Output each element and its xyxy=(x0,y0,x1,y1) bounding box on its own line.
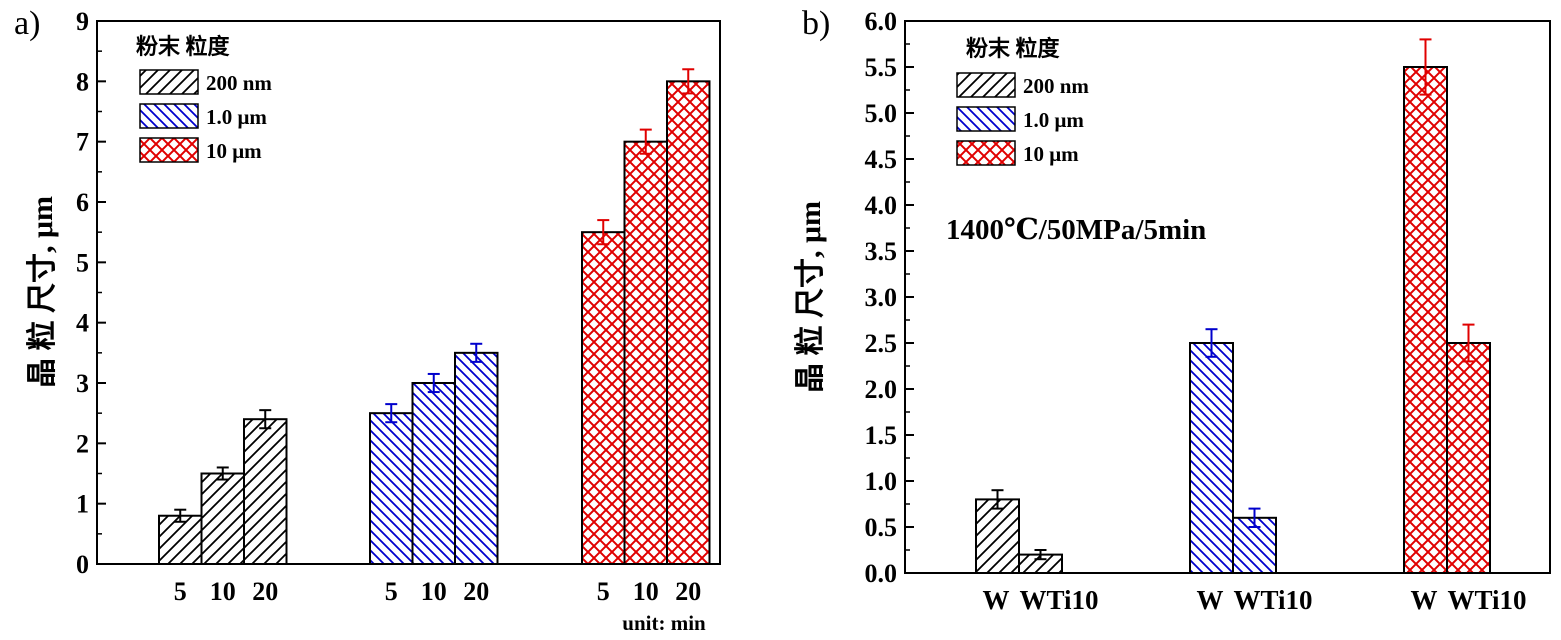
panel-a: a) 晶 粒 尺寸, μm 0 1 2 3 4 5 6 7 8 9 5 10 20 5 10 20 5 10 20… xyxy=(14,5,721,635)
condition-annotation: 1400℃/50MPa/5min xyxy=(946,214,1206,246)
y-tick-label: 4.5 xyxy=(865,145,898,174)
bar-b-10-m-wti10 xyxy=(1446,342,1491,574)
y-tick-label: 0.5 xyxy=(865,513,898,542)
bar-a-1-0-m-10 xyxy=(411,382,456,565)
error-bar-a-10-m-5 xyxy=(597,219,610,246)
error-bar-b-200-nm-w xyxy=(991,489,1004,510)
bars-a xyxy=(158,68,711,566)
x-tick-label: 20 xyxy=(252,577,278,606)
y-tick-label: 3.5 xyxy=(865,237,898,266)
bar-b-200-nm-w xyxy=(975,498,1020,574)
y-tick-label: 6 xyxy=(76,188,89,217)
x-unit-note: unit: min xyxy=(622,611,706,635)
y-tick-label: 4 xyxy=(76,309,89,338)
y-tick-label: 2.5 xyxy=(865,329,898,358)
legend-title-a: 粉末 粒度 xyxy=(136,34,231,59)
bar-a-200-nm-20 xyxy=(243,418,288,566)
y-axis-label-a: 晶 粒 尺寸, μm xyxy=(25,196,59,388)
y-tick-label: 4.0 xyxy=(865,191,898,220)
legend-swatch-b-10um xyxy=(956,140,1016,166)
y-tick-label: 5 xyxy=(76,248,89,277)
error-bar-a-10-m-10 xyxy=(639,128,652,155)
error-bar-b-200-nm-wti10 xyxy=(1034,549,1047,561)
error-bar-a-200-nm-20 xyxy=(259,409,272,430)
y-tick-label: 2.0 xyxy=(865,375,898,404)
bar-a-200-nm-10 xyxy=(200,472,245,565)
y-tick-label: 1.0 xyxy=(865,467,898,496)
y-tick-label: 2 xyxy=(76,429,89,458)
bar-a-10-m-5 xyxy=(581,231,626,566)
bar-a-200-nm-5 xyxy=(158,514,203,566)
error-bar-a-1-0-m-5 xyxy=(385,403,398,424)
x-category-label: W xyxy=(983,585,1010,615)
x-tick-label: 10 xyxy=(633,577,659,606)
legend-entry-b-10um: 10 μm xyxy=(1023,142,1079,166)
y-tick-label: 5.5 xyxy=(865,53,898,82)
y-tick-label: 1 xyxy=(76,490,89,519)
y-tick-label: 0.0 xyxy=(865,559,898,588)
error-bar-a-200-nm-10 xyxy=(216,466,229,481)
y-ticks-a: 0 1 2 3 4 5 6 7 8 9 xyxy=(76,7,106,579)
x-tick-label: 10 xyxy=(421,577,447,606)
error-bar-b-1-0-m-w xyxy=(1205,328,1218,358)
legend-swatch-b-1um xyxy=(956,106,1016,132)
y-tick-label: 1.5 xyxy=(865,421,898,450)
y-tick-label: 3 xyxy=(76,369,89,398)
error-bar-a-200-nm-5 xyxy=(174,508,187,523)
legend-b: 粉末 粒度 200 nm 1.0 μm 10 μm xyxy=(956,36,1089,166)
x-labels-a: 5 10 20 5 10 20 5 10 20 xyxy=(174,577,702,606)
bar-b-10-m-w xyxy=(1403,66,1448,574)
legend-swatch-a-1um xyxy=(139,103,199,129)
legend-entry-b-200nm: 200 nm xyxy=(1023,74,1089,98)
x-tick-label: 5 xyxy=(597,577,610,606)
bar-a-10-m-20 xyxy=(666,80,711,565)
bars-b xyxy=(975,38,1491,574)
bar-a-1-0-m-5 xyxy=(369,412,414,565)
x-tick-label: 5 xyxy=(385,577,398,606)
legend-swatch-a-10um xyxy=(139,137,199,163)
error-bar-b-10-m-w xyxy=(1419,38,1432,96)
y-tick-label: 8 xyxy=(76,67,89,96)
y-tick-label: 9 xyxy=(76,7,89,36)
x-category-label: WTi10 xyxy=(1447,585,1526,615)
x-labels-b: W WTi10 W WTi10 W WTi10 xyxy=(983,585,1527,615)
legend-entry-b-1um: 1.0 μm xyxy=(1023,108,1084,132)
x-category-label: WTi10 xyxy=(1019,585,1098,615)
legend-swatch-b-200nm xyxy=(956,72,1016,98)
y-tick-label: 0 xyxy=(76,550,89,579)
x-tick-label: 5 xyxy=(174,577,187,606)
legend-entry-a-1um: 1.0 μm xyxy=(206,105,267,129)
y-ticks-b: 0.0 0.5 1.0 1.5 2.0 2.5 3.0 3.5 4.0 4.5 5.0 5.5 6.0 xyxy=(865,7,914,588)
x-category-label: W xyxy=(1197,585,1224,615)
error-bar-b-10-m-wti10 xyxy=(1462,323,1475,363)
x-tick-label: 20 xyxy=(675,577,701,606)
panel-b-label: b) xyxy=(802,5,830,42)
x-category-label: WTi10 xyxy=(1233,585,1312,615)
x-tick-label: 20 xyxy=(463,577,489,606)
x-category-label: W xyxy=(1411,585,1438,615)
error-bar-b-1-0-m-wti10 xyxy=(1248,507,1261,528)
bar-a-10-m-10 xyxy=(623,140,668,566)
bar-b-1-0-m-w xyxy=(1189,342,1234,574)
legend-swatch-a-200nm xyxy=(139,69,199,95)
y-tick-label: 5.0 xyxy=(865,99,898,128)
y-tick-label: 7 xyxy=(76,128,89,157)
legend-entry-a-200nm: 200 nm xyxy=(206,71,272,95)
panel-b: b) 晶 粒 尺寸, μm 0.0 0.5 1.0 1.5 2.0 2.5 3.0 3.5 4.… xyxy=(793,5,1551,615)
legend-a: 粉末 粒度 200 nm 1.0 μm 10 μm xyxy=(136,34,272,163)
legend-title-b: 粉末 粒度 xyxy=(966,36,1061,61)
legend-entry-a-10um: 10 μm xyxy=(206,139,262,163)
y-tick-label: 6.0 xyxy=(865,7,898,36)
panel-a-label: a) xyxy=(14,5,40,42)
error-bar-a-1-0-m-20 xyxy=(470,342,483,363)
y-axis-label-b: 晶 粒 尺寸, μm xyxy=(793,201,827,393)
y-tick-label: 3.0 xyxy=(865,283,898,312)
x-tick-label: 10 xyxy=(210,577,236,606)
bar-a-1-0-m-20 xyxy=(454,351,499,566)
error-bar-a-1-0-m-10 xyxy=(427,372,440,394)
error-bar-a-10-m-20 xyxy=(682,68,695,95)
